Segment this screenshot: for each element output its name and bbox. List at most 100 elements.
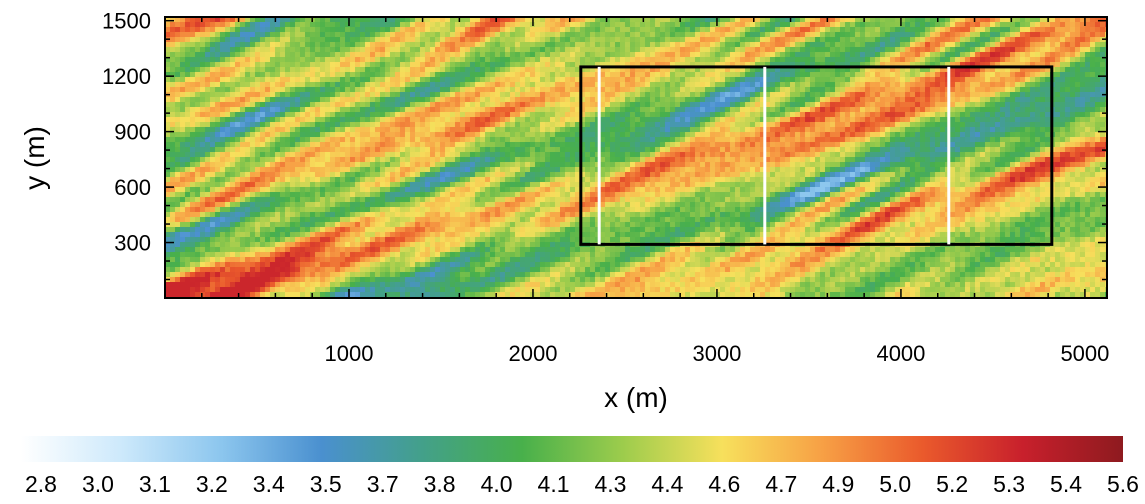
heat-cell — [985, 137, 991, 143]
heat-cell — [465, 147, 471, 153]
heat-cell — [800, 57, 806, 63]
heat-cell — [895, 57, 901, 63]
heat-cell — [225, 42, 231, 48]
heat-cell — [1025, 97, 1031, 103]
heat-cell — [750, 27, 756, 33]
heat-cell — [510, 32, 516, 38]
heat-cell — [245, 87, 251, 93]
heat-cell — [355, 92, 361, 98]
heat-cell — [185, 92, 191, 98]
heat-cell — [670, 97, 676, 103]
heat-cell — [685, 57, 691, 63]
heat-cell — [355, 147, 361, 153]
heat-cell — [495, 82, 501, 88]
heat-cell — [705, 42, 711, 48]
heat-cell — [220, 92, 226, 98]
heat-cell — [200, 27, 206, 33]
heat-cell — [305, 137, 311, 143]
heat-cell — [925, 97, 931, 103]
heat-cell — [1060, 52, 1066, 58]
heat-cell — [545, 52, 551, 58]
heat-cell — [300, 77, 306, 83]
heat-cell — [870, 132, 876, 138]
heat-cell — [180, 67, 186, 73]
heat-cell — [250, 32, 256, 38]
heat-cell — [830, 117, 836, 123]
heat-cell — [455, 112, 461, 118]
heat-cell — [250, 87, 256, 93]
heat-cell — [275, 142, 281, 148]
heat-cell — [1085, 52, 1091, 58]
heat-cell — [945, 22, 951, 28]
heat-cell — [385, 102, 391, 108]
heat-cell — [835, 47, 841, 53]
heat-cell — [775, 97, 781, 103]
heat-cell — [805, 142, 811, 148]
heat-cell — [935, 22, 941, 28]
heat-cell — [865, 132, 871, 138]
heat-cell — [710, 52, 716, 58]
heat-cell — [630, 67, 636, 73]
heat-cell — [515, 77, 521, 83]
heat-cell — [455, 17, 461, 23]
heat-cell — [580, 87, 586, 93]
heat-cell — [185, 102, 191, 108]
heat-cell — [375, 112, 381, 118]
heat-cell — [1095, 127, 1101, 133]
heat-cell — [775, 17, 781, 23]
heat-cell — [995, 112, 1001, 118]
heat-cell — [975, 57, 981, 63]
heat-cell — [720, 67, 726, 73]
heat-cell — [1055, 32, 1061, 38]
heat-cell — [830, 57, 836, 63]
heat-cell — [430, 137, 436, 143]
heat-cell — [395, 22, 401, 28]
heat-cell — [185, 97, 191, 103]
heat-cell — [410, 92, 416, 98]
heat-cell — [965, 32, 971, 38]
heat-cell — [830, 52, 836, 58]
heat-cell — [790, 42, 796, 48]
heat-cell — [895, 67, 901, 73]
heat-cell — [975, 22, 981, 28]
heat-cell — [445, 142, 451, 148]
heat-cell — [585, 32, 591, 38]
heat-cell — [900, 42, 906, 48]
heat-cell — [910, 112, 916, 118]
heat-cell — [430, 47, 436, 53]
heat-cell — [850, 72, 856, 78]
heat-cell — [640, 137, 646, 143]
heat-cell — [600, 17, 606, 23]
heat-cell — [930, 22, 936, 28]
heat-cell — [205, 97, 211, 103]
heat-cell — [735, 122, 741, 128]
heat-cell — [605, 27, 611, 33]
heat-cell — [290, 67, 296, 73]
heat-cell — [385, 122, 391, 128]
heat-cell — [820, 102, 826, 108]
heat-cell — [190, 127, 196, 133]
heat-cell — [1080, 117, 1086, 123]
heat-cell — [310, 22, 316, 28]
heat-cell — [715, 142, 721, 148]
heat-cell — [950, 102, 956, 108]
heat-cell — [260, 27, 266, 33]
heat-cell — [860, 97, 866, 103]
heat-cell — [770, 107, 776, 113]
heat-cell — [450, 102, 456, 108]
heat-cell — [230, 112, 236, 118]
heat-cell — [515, 72, 521, 78]
heat-cell — [855, 72, 861, 78]
heat-cell — [365, 82, 371, 88]
heat-cell — [205, 22, 211, 28]
heat-cell — [1015, 72, 1021, 78]
heat-cell — [585, 142, 591, 148]
heat-cell — [450, 122, 456, 128]
heat-cell — [190, 137, 196, 143]
heat-cell — [745, 92, 751, 98]
heat-cell — [730, 102, 736, 108]
heat-cell — [1075, 122, 1081, 128]
heat-cell — [405, 97, 411, 103]
heat-cell — [205, 27, 211, 33]
heat-cell — [870, 82, 876, 88]
